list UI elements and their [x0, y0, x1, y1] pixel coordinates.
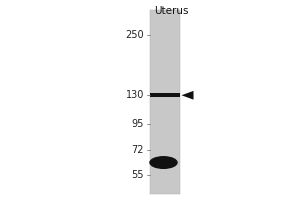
- Polygon shape: [182, 91, 194, 100]
- Text: Uterus: Uterus: [154, 6, 188, 16]
- Text: 55: 55: [131, 170, 144, 180]
- Text: 130: 130: [126, 90, 144, 100]
- Text: 250: 250: [125, 30, 144, 40]
- Text: 95: 95: [132, 119, 144, 129]
- Ellipse shape: [149, 156, 178, 169]
- Bar: [150, 93, 180, 97]
- Bar: [150, 10, 180, 194]
- Text: 72: 72: [131, 145, 144, 155]
